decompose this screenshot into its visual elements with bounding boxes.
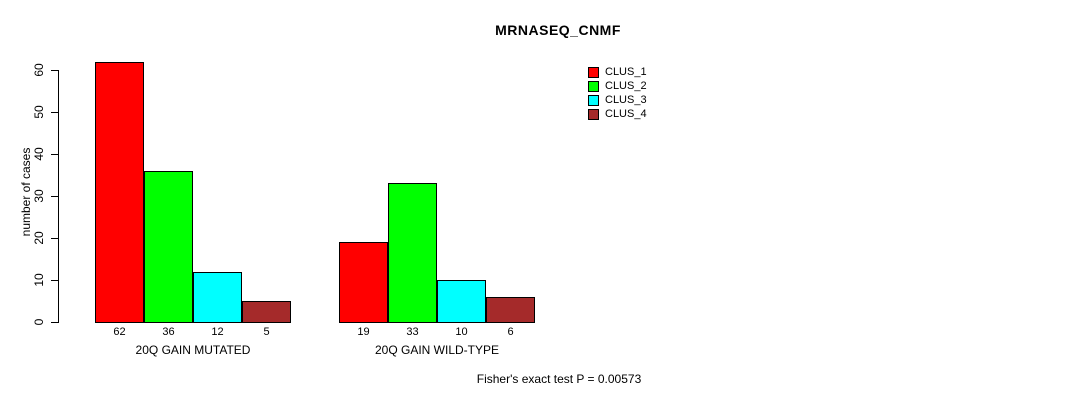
bar-value-label: 10 [455, 326, 468, 338]
bar-clus_3-group2 [437, 280, 486, 323]
legend-item: CLUS_2 [588, 79, 647, 93]
bar-value-label: 6 [507, 326, 514, 338]
legend-swatch-clus_2 [588, 80, 599, 92]
y-tick-label: 40 [32, 147, 46, 161]
bar-value-label: 33 [406, 326, 419, 338]
legend-item-label: CLUS_1 [605, 66, 647, 78]
legend: CLUS_1 CLUS_2 CLUS_3 CLUS_4 [588, 65, 647, 121]
y-tick [51, 322, 58, 323]
bar-clus_2-group1 [144, 171, 193, 323]
y-tick-label: 60 [32, 63, 46, 77]
bar-value-label: 5 [263, 326, 270, 338]
y-tick [51, 70, 58, 71]
bar-clus_1-group1 [95, 62, 144, 323]
y-tick-label: 50 [32, 105, 46, 119]
y-tick-label: 0 [32, 318, 46, 326]
bar-clus_4-group2 [486, 297, 535, 323]
legend-item: CLUS_3 [588, 93, 647, 107]
bar-clus_3-group1 [193, 272, 242, 323]
x-group-label: 20Q GAIN MUTATED [135, 343, 251, 357]
bar-value-label: 19 [357, 326, 370, 338]
legend-item: CLUS_1 [588, 65, 647, 79]
y-tick [51, 154, 58, 155]
y-tick [51, 196, 58, 197]
y-axis-label: number of cases [19, 147, 33, 237]
legend-swatch-clus_3 [588, 94, 599, 106]
legend-swatch-clus_4 [588, 108, 599, 120]
legend-item-label: CLUS_2 [605, 80, 647, 92]
annotation-text: Fisher's exact test P = 0.00573 [476, 372, 642, 386]
y-tick [51, 112, 58, 113]
legend-item-label: CLUS_4 [605, 108, 647, 120]
y-tick [51, 238, 58, 239]
bar-value-label: 12 [211, 326, 224, 338]
legend-item: CLUS_4 [588, 107, 647, 121]
bar-clus_4-group1 [242, 301, 291, 323]
x-group-label: 20Q GAIN WILD-TYPE [374, 343, 500, 357]
bar-value-label: 62 [113, 326, 126, 338]
bar-clus_2-group2 [388, 183, 437, 323]
y-axis-line [58, 70, 59, 323]
bar-clus_1-group2 [339, 242, 388, 323]
y-tick-label: 20 [32, 231, 46, 245]
y-tick [51, 280, 58, 281]
legend-swatch-clus_1 [588, 66, 599, 78]
y-tick-label: 10 [32, 273, 46, 287]
legend-item-label: CLUS_3 [605, 94, 647, 106]
bar-value-label: 36 [162, 326, 175, 338]
chart-title: MRNASEQ_CNMF [495, 22, 621, 38]
y-tick-label: 30 [32, 189, 46, 203]
